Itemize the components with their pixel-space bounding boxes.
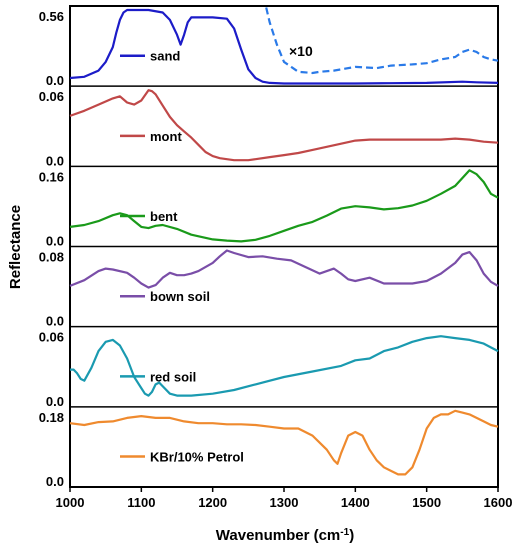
y-tick-label-bottom: 0.0 — [46, 73, 64, 88]
x-tick-label: 1500 — [412, 495, 441, 510]
y-tick-label-bottom: 0.0 — [46, 234, 64, 249]
y-axis-title: Reflectance — [7, 205, 24, 289]
y-tick-label-top: 0.18 — [39, 410, 64, 425]
scaled-series-line — [265, 7, 499, 75]
y-tick-label-top: 0.06 — [39, 330, 64, 345]
x-axis: 1000 1100 1200 1300 1400 1500 1600 — [56, 487, 513, 510]
x-tick-label: 1400 — [341, 495, 370, 510]
series-line — [69, 89, 499, 162]
y-tick-label-top: 0.16 — [39, 169, 64, 184]
y-tick-label-top: 0.08 — [39, 250, 64, 265]
y-tick-label-top: 0.56 — [39, 9, 64, 24]
y-tick-label-bottom: 0.0 — [46, 474, 64, 489]
series-line — [69, 409, 499, 476]
y-tick-label-bottom: 0.0 — [46, 394, 64, 409]
series-line — [69, 169, 499, 243]
y-tick-label-bottom: 0.0 — [46, 153, 64, 168]
legend-label: bown soil — [150, 289, 210, 304]
x-tick-label: 1600 — [484, 495, 513, 510]
x-tick-label: 1300 — [270, 495, 299, 510]
x-tick-label: 1000 — [56, 495, 85, 510]
y-tick-label-bottom: 0.0 — [46, 314, 64, 329]
panel-bent: 0.16 0.0 bent — [39, 165, 499, 249]
x-tick-label: 1200 — [198, 495, 227, 510]
panel-mont: 0.06 0.0 mont — [39, 85, 499, 168]
panels-group: 0.560.0×10sand0.060.0mont0.160.0bent0.08… — [39, 5, 499, 489]
panel-sand: 0.56 0.0 ×10 sand — [39, 7, 499, 88]
series-line — [69, 8, 499, 85]
panel-red-soil: 0.06 0.0 red soil — [39, 325, 499, 409]
panel-kbr-10-petrol: 0.18 0.0 KBr/10% Petrol — [39, 406, 499, 489]
scale-annotation: ×10 — [289, 43, 313, 59]
series-line — [69, 249, 499, 289]
legend-label: mont — [150, 129, 182, 144]
y-tick-label-top: 0.06 — [39, 89, 64, 104]
panel-bown-soil: 0.08 0.0 bown soil — [39, 245, 499, 329]
legend-label: sand — [150, 49, 180, 64]
legend-label: KBr/10% Petrol — [150, 450, 244, 465]
legend-label: red soil — [150, 369, 196, 384]
x-axis-title: Wavenumber (cm-1) — [216, 527, 354, 545]
series-line — [70, 335, 499, 397]
legend-label: bent — [150, 209, 178, 224]
x-tick-label: 1100 — [127, 495, 155, 510]
